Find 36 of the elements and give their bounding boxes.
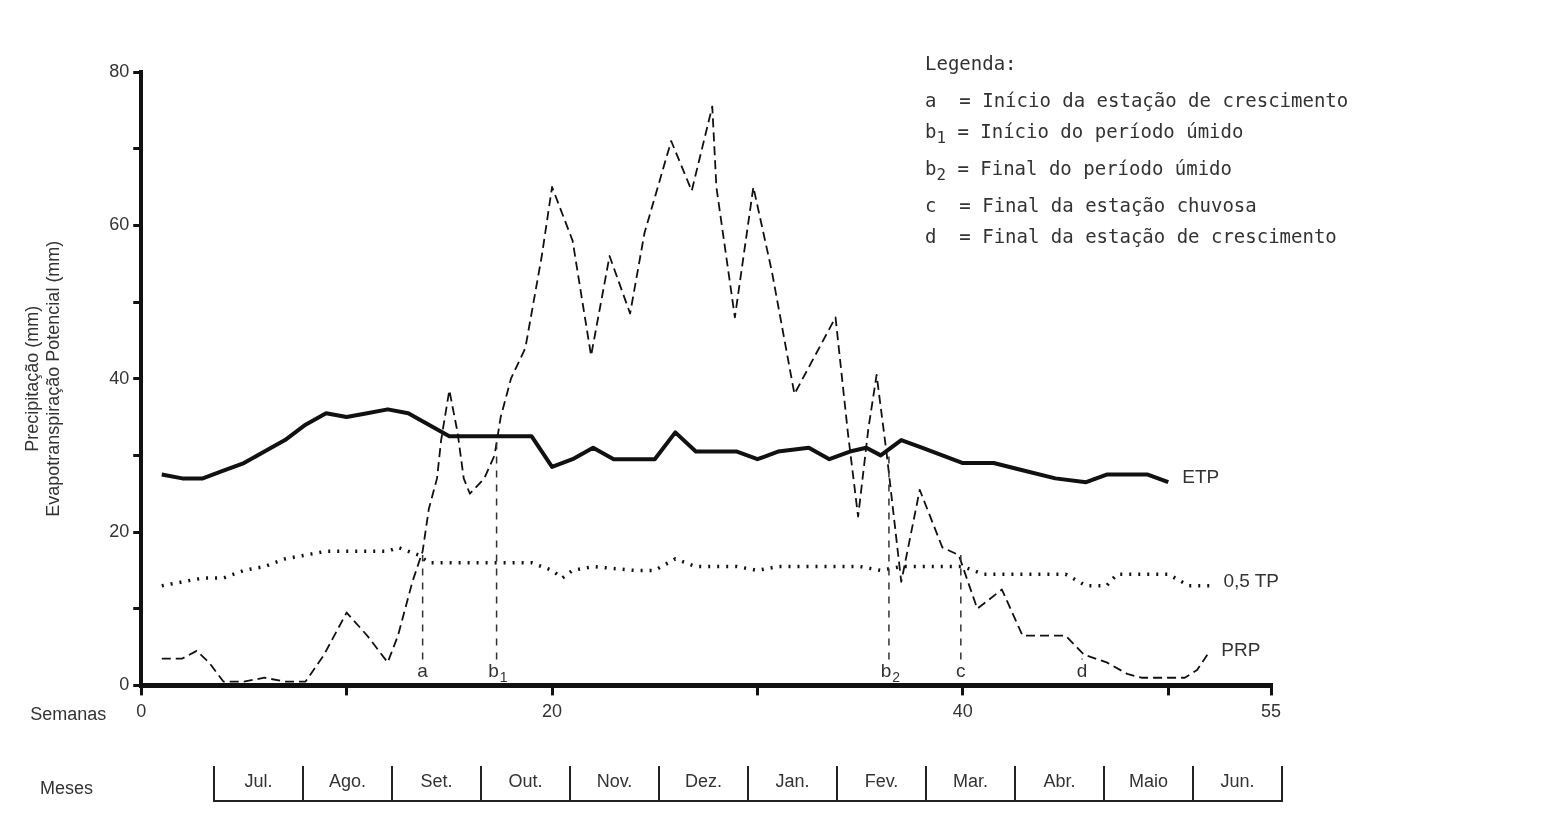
text: Jul. xyxy=(213,766,302,800)
text: Meses xyxy=(40,778,94,799)
text: Mar. xyxy=(925,766,1014,800)
x-tick-label: 55 xyxy=(1260,701,1282,722)
x-axis-title: Semanas xyxy=(30,703,107,724)
annotation: d xyxy=(1076,660,1088,682)
series-label: ETP xyxy=(1182,466,1220,488)
text: Maio xyxy=(1103,766,1192,800)
annotation: a = Início da estação de crescimento xyxy=(925,88,1349,113)
series-label: PRP xyxy=(1221,638,1261,660)
legend-title: Legenda: xyxy=(925,51,1018,76)
annotation: a xyxy=(417,660,429,682)
y-axis-title: Precipitação (mm) Evapotranspiração Potencial (mm) xyxy=(21,240,64,517)
text: Abr. xyxy=(1014,766,1103,800)
y-tick-label: 40 xyxy=(109,367,130,388)
x-tick-label: 0 xyxy=(136,701,147,722)
x-tick-label: 20 xyxy=(542,701,563,722)
text: Jan. xyxy=(747,766,836,800)
y-tick-label: 60 xyxy=(109,214,130,235)
x-tick-label: 40 xyxy=(952,701,973,722)
text: Nov. xyxy=(569,766,658,800)
text: Out. xyxy=(480,766,569,800)
annotation: d = Final da estação de crescimento xyxy=(925,223,1338,249)
text: Ago. xyxy=(302,766,391,800)
y-tick-label: 0 xyxy=(119,674,130,695)
text: Jun. xyxy=(1192,766,1283,800)
annotation: c = Final da estação chuvosa xyxy=(925,192,1258,218)
annotation: b$_{2}$ = Final do período úmido xyxy=(925,155,1233,186)
series-label: 0,5 TP xyxy=(1223,569,1280,591)
y-tick-label: 20 xyxy=(109,521,130,542)
text: Fev. xyxy=(836,766,925,800)
annotation: c xyxy=(956,660,966,682)
text: Set. xyxy=(391,766,480,800)
annotation: b$_{1}$ = Início do período úmido xyxy=(925,119,1245,149)
y-tick-label: 80 xyxy=(109,60,130,81)
text: Dez. xyxy=(658,766,747,800)
